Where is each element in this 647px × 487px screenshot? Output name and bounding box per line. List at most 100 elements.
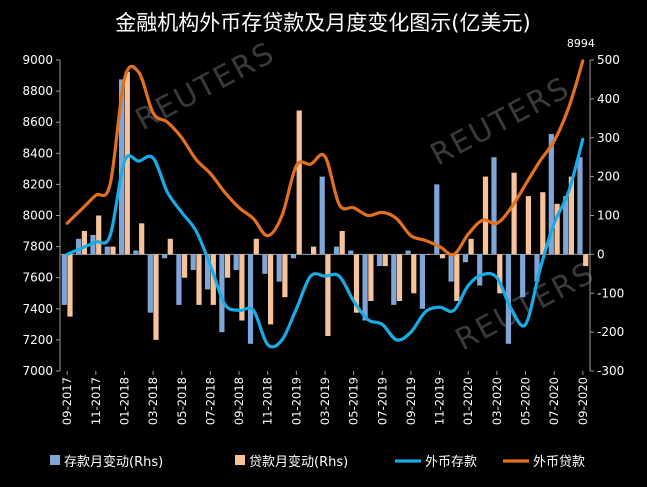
x-tick-label: 09-2017 [60,377,74,425]
x-tick-label: 11-2017 [89,377,103,425]
deposit-change-bar [233,254,239,270]
loan-change-bar [311,246,317,255]
left-tick-label: 8000 [22,209,53,223]
right-tick-label: 500 [597,53,620,67]
annotation-layer: 8994 [567,37,595,50]
loan-change-bar [482,176,489,255]
chart-title: 金融机构外币存贷款及月度变化图示(亿美元) [115,11,530,35]
x-tick-label: 09-2020 [576,377,590,425]
fx-loan-line [65,59,585,257]
loan-change-bar [225,254,231,278]
deposit-change-bar [419,254,425,309]
loan-change-bar [167,238,173,255]
deposit-change-bar [305,254,311,255]
x-tick-label: 07-2018 [203,377,217,425]
loan-change-bar [425,254,431,255]
left-tick-label: 7800 [22,240,53,254]
loan-change-bar [210,254,216,305]
right-tick-label: -100 [597,286,624,300]
loan-change-bar [382,254,388,267]
deposit-change-bar [348,250,354,255]
deposit-change-bar [61,254,67,305]
loan-change-bar [353,254,360,313]
axes: 7000 7200 7400 7600 7800 8000 8200 8400 8600 8800… [22,53,624,425]
loan-change-bar [583,254,589,267]
loan-change-bar [339,231,345,255]
loan-change-bar [411,254,417,294]
legend-label: 贷款月变动(Rhs) [249,454,348,470]
x-tick-label: 11-2019 [433,377,447,425]
deposit-change-bar [477,254,483,286]
deposit-change-bar [162,254,168,259]
deposit-change-bar [534,254,540,282]
left-tick-label: 8200 [22,177,53,191]
x-tick-label: 03-2018 [146,377,160,425]
loan-change-bar [325,254,331,336]
x-tick-label: 05-2020 [519,377,533,425]
right-tick-label: 300 [597,131,620,145]
deposit-change-bar [548,133,554,255]
loan-change-bar [67,254,73,317]
right-tick-label: 400 [597,92,620,106]
loan-change-bar [96,215,102,255]
loan-change-bar [497,254,503,294]
watermark-text: REUTERS [450,255,601,358]
deposit-change-bar [376,254,383,267]
watermark-text: REUTERS [130,35,281,138]
x-tick-label: 05-2018 [175,377,189,425]
loan-change-bar [196,254,202,305]
loan-change-bar [454,254,460,301]
loan-change-bar [396,254,403,301]
left-tick-label: 7400 [22,302,53,316]
deposit-change-bar [190,254,196,270]
left-tick-label: 7200 [22,333,53,347]
deposit-change-bar [76,238,82,255]
left-tick-label: 7000 [22,364,53,378]
loan-change-bar [253,238,259,255]
x-tick-label: 11-2018 [261,377,275,425]
deposit-change-bar [262,254,268,274]
x-tick-label: 09-2019 [404,377,418,425]
deposit-change-bar [104,246,110,255]
left-tick-label: 9000 [22,53,53,67]
legend-swatch [50,455,60,465]
x-tick-label: 03-2019 [318,377,332,425]
deposit-change-bar [520,254,526,298]
left-tick-label: 8400 [22,146,53,160]
x-tick-label: 09-2018 [232,377,246,425]
loan-change-bar [468,238,474,255]
legend-label: 存款月变动(Rhs) [64,454,163,470]
loan-change-bar [268,254,274,325]
legend: 存款月变动(Rhs) 贷款月变动(Rhs) 外币存款 外币贷款 [50,454,585,470]
left-tick-label: 8800 [22,84,53,98]
legend-label: 外币贷款 [533,455,585,470]
x-tick-label: 01-2019 [289,377,303,425]
fx-deposit-line [65,137,585,349]
legend-label: 外币存款 [425,455,477,470]
loan-end-value-label: 8994 [567,37,595,50]
legend-swatch [235,455,245,465]
loan-change-bar [282,254,288,298]
x-tick-label: 07-2019 [375,377,389,425]
deposit-change-bar [147,254,153,313]
right-tick-label: -300 [597,364,624,378]
deposit-change-bar [319,176,325,255]
loan-change-bar [81,231,87,255]
loan-change-bar [153,254,159,340]
deposit-change-bar [133,250,139,255]
loan-change-bar [296,110,302,255]
x-tick-label: 05-2019 [347,377,361,425]
left-tick-label: 8600 [22,115,53,129]
loan-change-bar [554,203,560,255]
right-tick-label: 200 [597,170,620,184]
loan-change-bar [182,254,188,278]
deposit-change-bar [391,254,397,305]
right-tick-label: 0 [597,247,605,261]
loan-change-bar [568,176,574,255]
x-tick-label: 01-2020 [461,377,475,425]
loan-change-bar [110,246,116,255]
deposit-change-bar [276,254,282,282]
loan-change-bar [439,254,446,259]
